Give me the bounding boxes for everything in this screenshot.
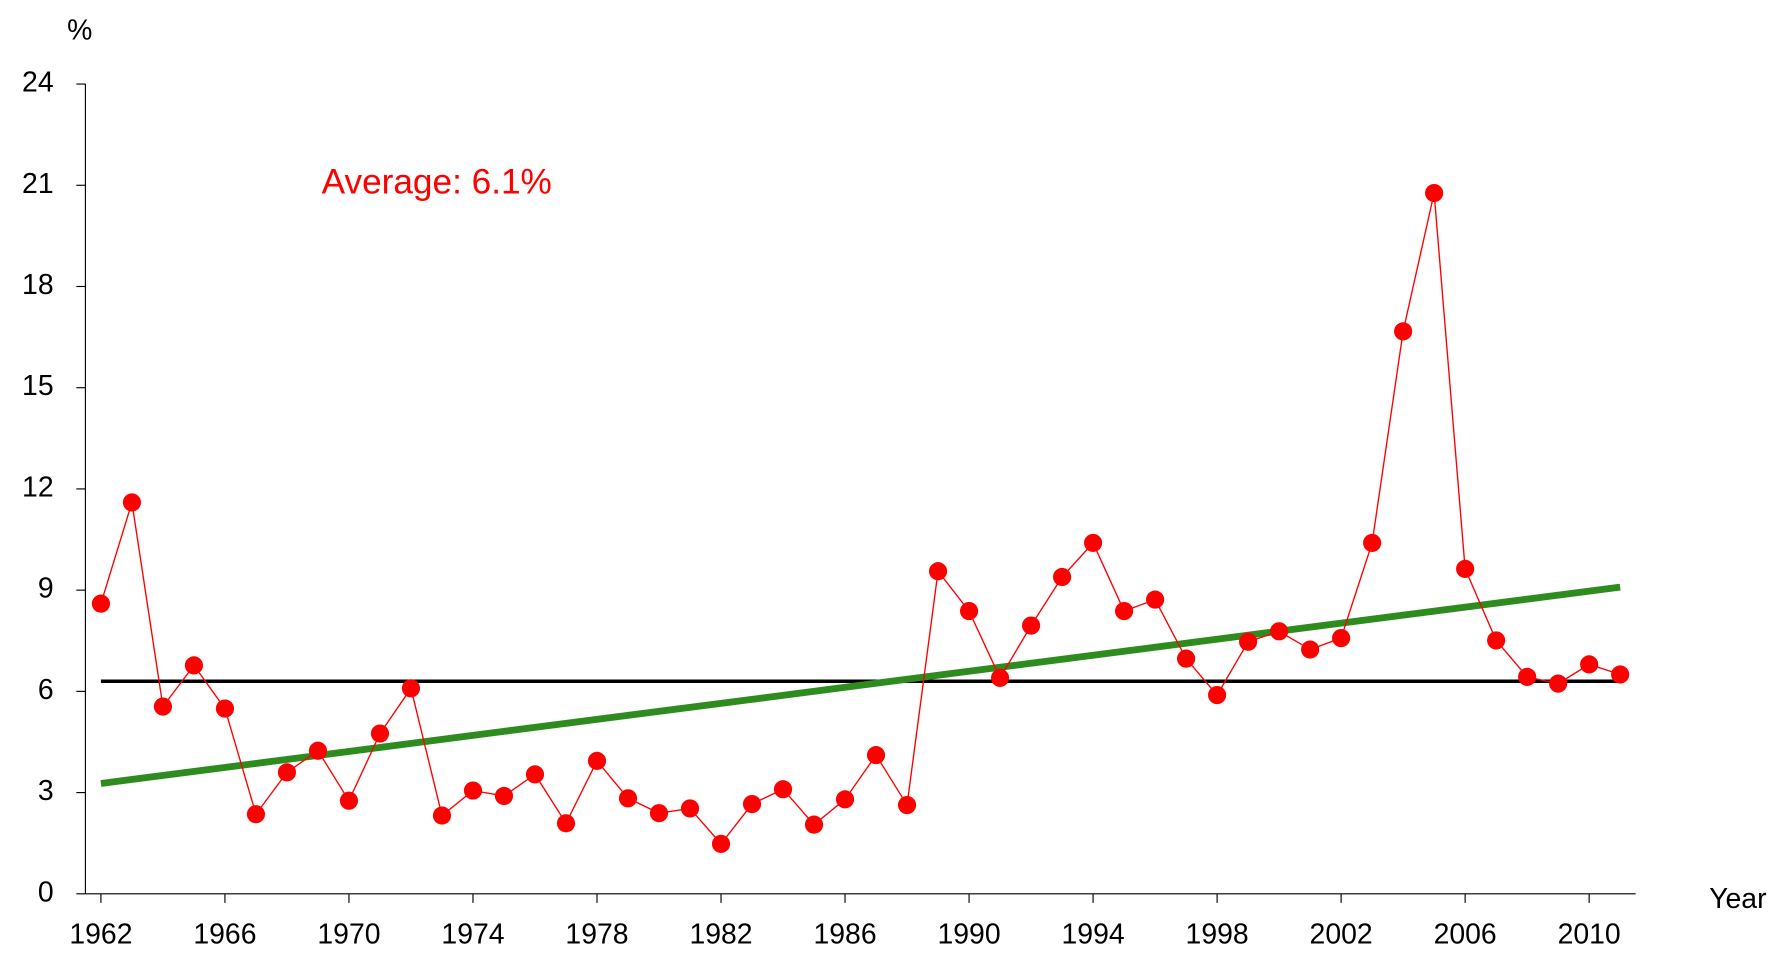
- data-point: [1456, 559, 1475, 578]
- data-point: [649, 804, 669, 823]
- data-point: [339, 791, 359, 810]
- data-point: [91, 594, 111, 613]
- x-tick-label: 2002: [1310, 918, 1373, 950]
- data-point: [401, 679, 421, 698]
- data-point: [1518, 667, 1537, 686]
- x-tick-label: 1986: [813, 918, 876, 950]
- x-tick-label: 1970: [317, 918, 380, 950]
- data-point: [1301, 640, 1320, 659]
- data-point: [1208, 685, 1227, 705]
- data-point: [959, 601, 979, 621]
- data-point: [1114, 601, 1134, 621]
- y-tick-label: 3: [38, 775, 54, 807]
- x-tick-label: 1990: [937, 918, 1000, 950]
- data-point: [1487, 631, 1506, 650]
- data-point: [1611, 665, 1630, 684]
- x-tick-label: 1966: [193, 918, 256, 950]
- y-tick-label: 21: [22, 168, 54, 200]
- data-point: [184, 656, 204, 675]
- data-point: [866, 746, 886, 765]
- data-point: [1052, 567, 1072, 587]
- data-point: [215, 699, 235, 718]
- data-point: [897, 795, 917, 815]
- data-point: [370, 724, 390, 743]
- data-point: [804, 815, 824, 834]
- x-tick-label: 1982: [689, 918, 752, 950]
- y-tick-label: 24: [22, 67, 54, 99]
- data-point: [432, 806, 452, 825]
- data-point: [494, 786, 514, 806]
- y-axis-label: %: [67, 14, 92, 46]
- data-point: [711, 834, 731, 853]
- data-point: [928, 562, 948, 581]
- data-point: [122, 493, 142, 512]
- data-point: [742, 794, 762, 814]
- data-point: [618, 789, 638, 808]
- data-point: [556, 814, 576, 833]
- data-point: [1021, 616, 1041, 635]
- data-point: [525, 765, 545, 784]
- y-tick-label: 18: [22, 269, 54, 301]
- data-point: [1177, 649, 1196, 668]
- data-point: [277, 763, 297, 782]
- x-axis-label: Year: [1709, 883, 1766, 915]
- x-tick-label: 1962: [69, 918, 132, 950]
- data-point: [835, 790, 855, 809]
- x-tick-label: 2010: [1558, 918, 1621, 950]
- data-point: [1239, 632, 1258, 651]
- data-point: [1146, 590, 1165, 609]
- x-tick-label: 1994: [1062, 918, 1125, 950]
- data-point: [1332, 628, 1351, 648]
- data-point: [246, 805, 266, 824]
- data-point: [1549, 674, 1568, 693]
- y-tick-label: 15: [22, 370, 54, 402]
- x-tick-label: 1998: [1186, 918, 1249, 950]
- series-line: [100, 192, 1621, 845]
- data-point: [587, 751, 607, 770]
- data-point: [1394, 322, 1413, 341]
- x-tick-label: 2006: [1434, 918, 1497, 950]
- x-tick-label: 1978: [565, 918, 628, 950]
- data-point: [463, 781, 483, 800]
- data-point: [1083, 533, 1103, 552]
- data-point: [773, 780, 793, 799]
- y-tick-label: 12: [22, 471, 54, 503]
- data-point: [1425, 183, 1444, 203]
- y-tick-label: 9: [38, 573, 54, 605]
- y-tick-label: 6: [38, 674, 54, 706]
- data-point: [1363, 533, 1382, 552]
- data-point: [308, 741, 328, 760]
- data-point: [1580, 655, 1599, 674]
- trend-line: [100, 583, 1621, 787]
- data-point: [1270, 622, 1289, 641]
- annotation: Average: 6.1%: [322, 162, 552, 201]
- data-point: [153, 697, 173, 716]
- data-point: [680, 799, 700, 818]
- y-tick-label: 0: [38, 876, 54, 908]
- data-point: [990, 668, 1010, 687]
- x-tick-label: 1974: [441, 918, 504, 950]
